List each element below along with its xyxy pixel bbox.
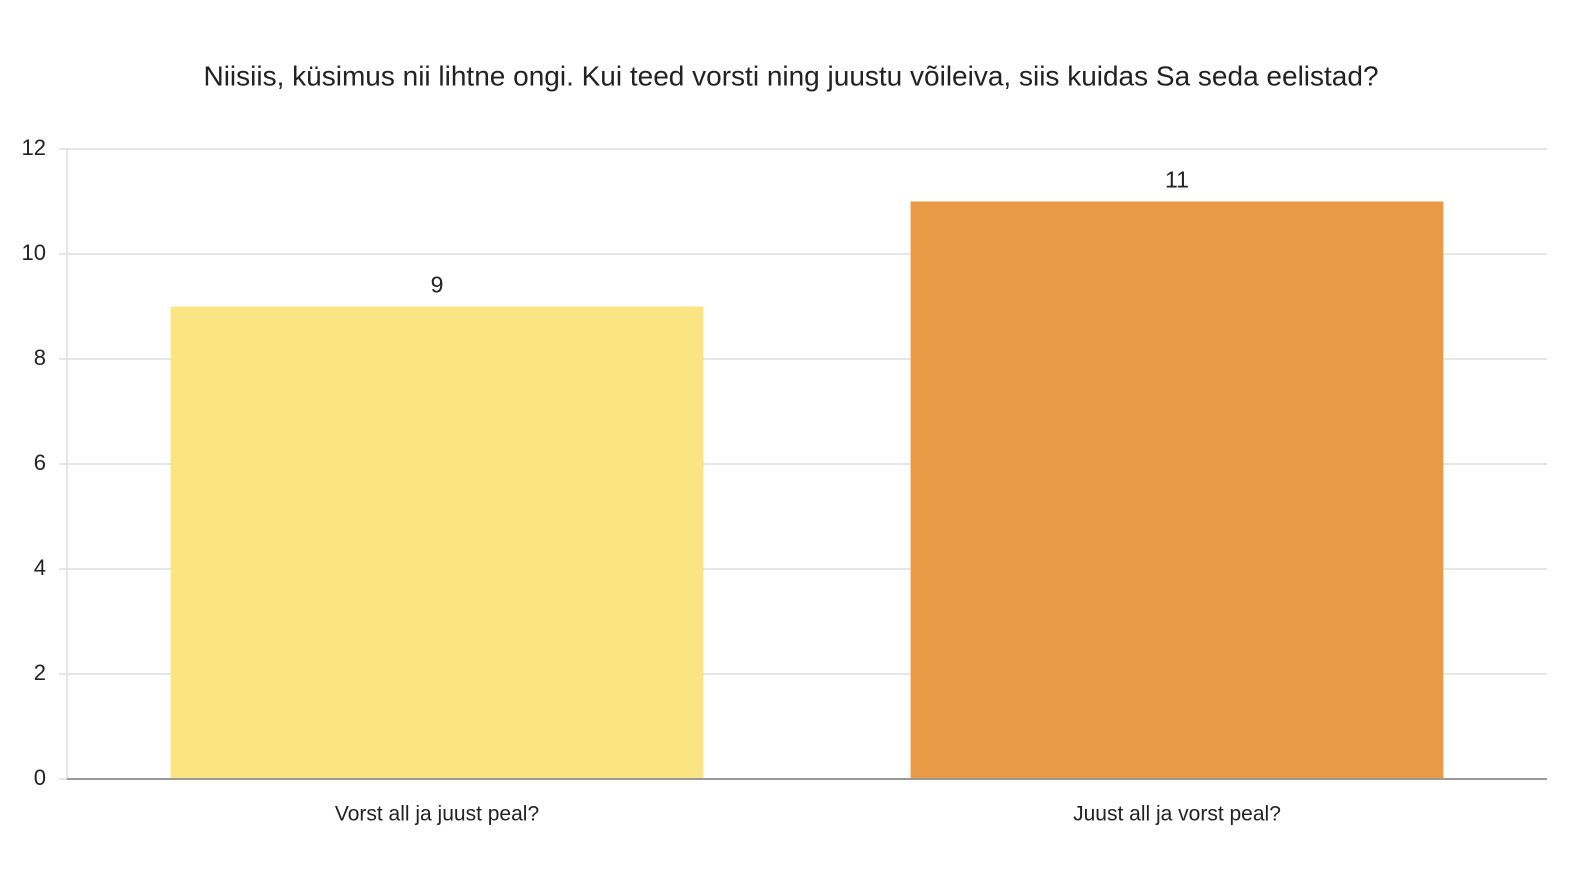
data-label: 9	[431, 272, 444, 298]
y-tick-label: 8	[34, 345, 46, 370]
y-tick-label: 6	[34, 450, 46, 475]
y-tick-label: 12	[22, 135, 46, 160]
y-tick-label: 10	[22, 240, 46, 265]
x-tick-label: Vorst all ja juust peal?	[335, 803, 539, 826]
bar	[910, 201, 1444, 779]
y-tick-label: 0	[34, 765, 46, 790]
data-label: 11	[1165, 167, 1189, 193]
bar	[170, 306, 704, 779]
y-tick-label: 4	[34, 555, 46, 580]
y-tick-label: 2	[34, 660, 46, 685]
chart-title: Niisiis, küsimus nii lihtne ongi. Kui te…	[203, 60, 1378, 91]
x-tick-label: Juust all ja vorst peal?	[1073, 803, 1281, 826]
